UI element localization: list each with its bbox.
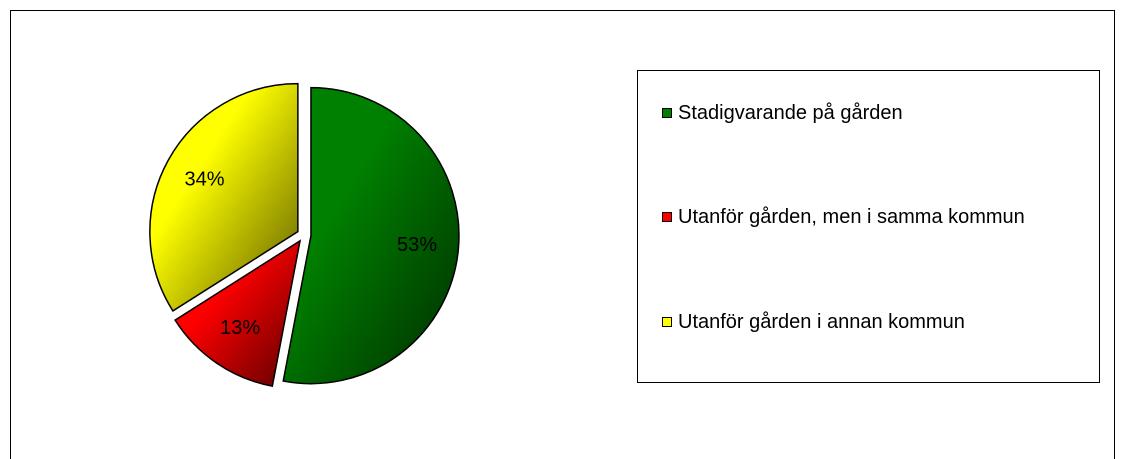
legend-entry: Stadigvarande på gården [662,101,1078,125]
legend: Stadigvarande på gården Utanför gården, m… [637,70,1100,383]
pie-slice [174,239,302,388]
data-label: 13% [220,317,260,339]
chart-frame [10,10,1115,459]
legend-entry: Utanför gården i annan kommun [662,310,1078,334]
data-label: 34% [184,169,224,191]
legend-entry: Utanför gården, men i samma kommun [662,205,1078,229]
legend-swatch [662,212,672,222]
pie-slice [282,86,460,385]
data-label: 53% [397,234,437,256]
pie-slice [149,82,299,312]
legend-swatch [662,317,672,327]
legend-label: Stadigvarande på gården [678,102,903,124]
legend-label: Utanför gården, men i samma kommun [678,206,1025,228]
legend-label: Utanför gården i annan kommun [678,311,965,333]
legend-swatch [662,108,672,118]
